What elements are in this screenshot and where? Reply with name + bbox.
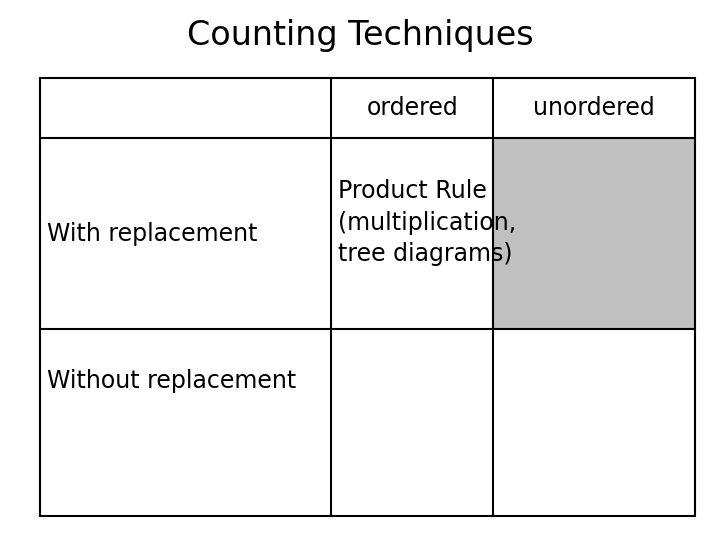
Text: Without replacement: Without replacement — [47, 369, 296, 393]
Text: With replacement: With replacement — [47, 221, 257, 246]
Bar — [40, 78, 695, 516]
Text: Product Rule
(multiplication,
tree diagrams): Product Rule (multiplication, tree diagr… — [338, 179, 516, 266]
Text: ordered: ordered — [366, 96, 458, 120]
Text: unordered: unordered — [533, 96, 655, 120]
Bar — [493, 138, 695, 329]
Text: Counting Techniques: Counting Techniques — [186, 18, 534, 52]
